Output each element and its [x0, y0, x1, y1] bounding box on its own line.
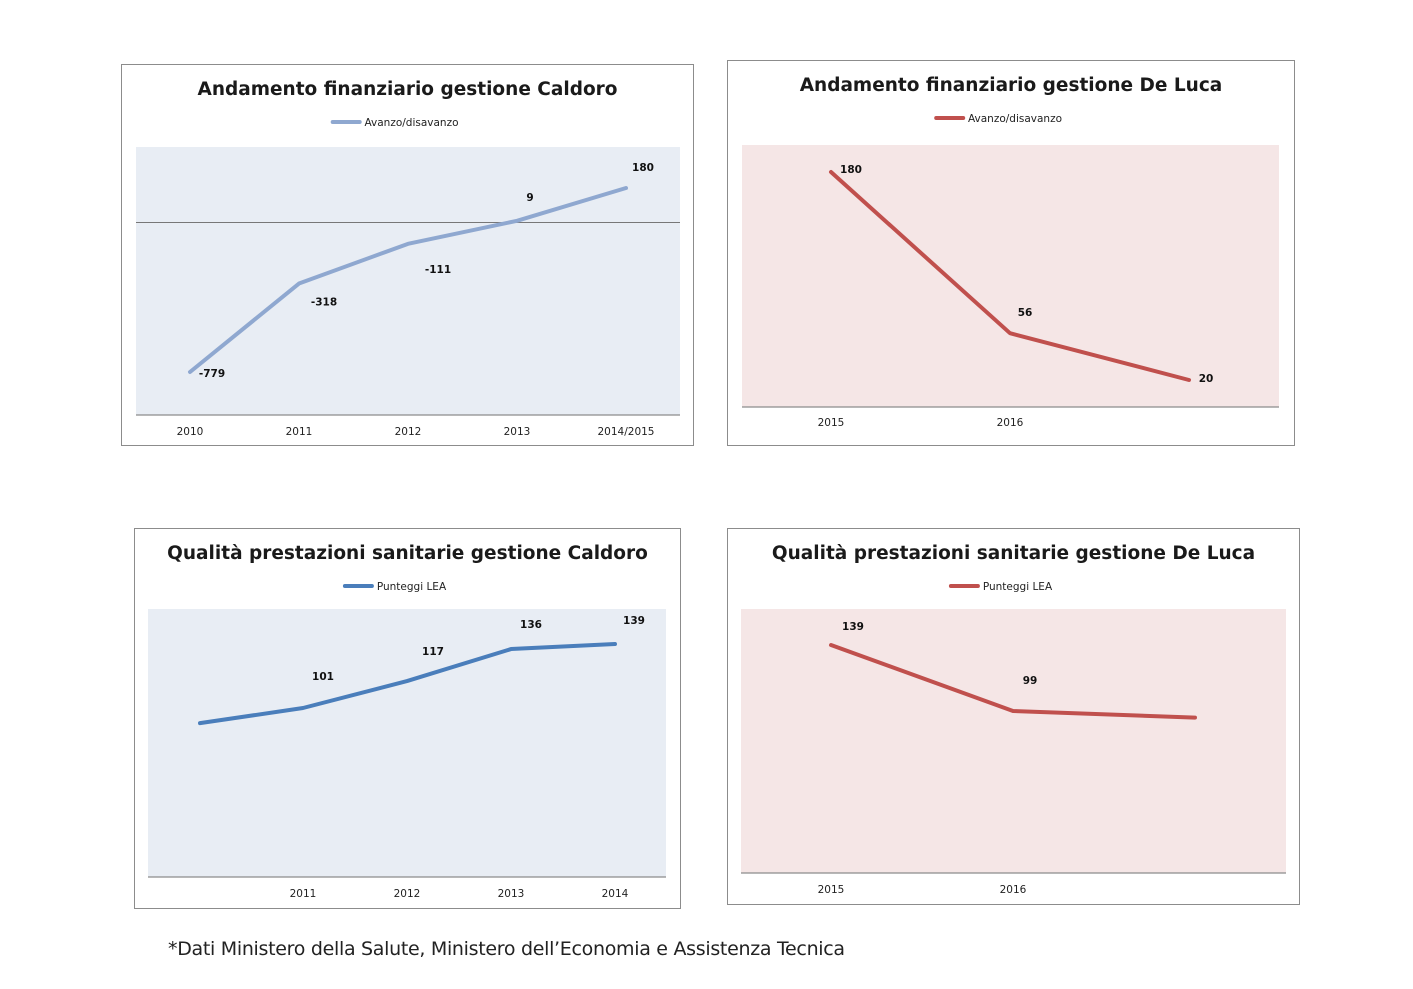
- chart-svg: Andamento finanziario gestione De Luca Av…: [742, 75, 1279, 429]
- plot-area: [741, 609, 1286, 873]
- chart-caldoro-qualita: Qualità prestazioni sanitarie gestione C…: [134, 528, 681, 909]
- x-tick-label: 2010: [177, 426, 204, 438]
- chart-svg: Qualità prestazioni sanitarie gestione C…: [148, 543, 666, 900]
- data-label: 99: [1023, 675, 1038, 687]
- plot-area: [136, 147, 680, 415]
- plot-area: [148, 609, 666, 877]
- chart-title: Qualità prestazioni sanitarie gestione C…: [167, 543, 648, 564]
- x-tick-label: 2014/2015: [598, 426, 655, 438]
- x-tick-label: 2015: [818, 884, 845, 896]
- data-label: -318: [311, 297, 337, 309]
- x-tick-label: 2011: [290, 888, 317, 900]
- data-label: 20: [1199, 373, 1214, 385]
- data-label: 136: [520, 619, 542, 631]
- data-label: 56: [1018, 307, 1033, 319]
- x-tick-label: 2013: [498, 888, 525, 900]
- x-tick-label: 2012: [394, 888, 421, 900]
- data-label: 139: [842, 621, 864, 633]
- chart-svg: Qualità prestazioni sanitarie gestione D…: [741, 543, 1286, 896]
- legend-label: Avanzo/disavanzo: [968, 113, 1062, 125]
- chart-caldoro-finanziario: Andamento finanziario gestione Caldoro Av…: [121, 64, 694, 446]
- x-tick-label: 2016: [997, 417, 1024, 429]
- data-label: -111: [425, 264, 451, 276]
- data-label: 180: [632, 162, 654, 174]
- legend-label: Avanzo/disavanzo: [364, 117, 458, 129]
- data-label: 180: [840, 164, 862, 176]
- chart-title: Qualità prestazioni sanitarie gestione D…: [772, 543, 1255, 564]
- x-tick-label: 2016: [1000, 884, 1027, 896]
- plot-area: [742, 145, 1279, 407]
- x-tick-label: 2014: [602, 888, 629, 900]
- chart-svg: Andamento finanziario gestione Caldoro Av…: [136, 79, 680, 438]
- data-label: 9: [526, 192, 533, 204]
- x-tick-label: 2015: [818, 417, 845, 429]
- chart-title: Andamento finanziario gestione Caldoro: [198, 79, 618, 100]
- legend: Avanzo/disavanzo: [934, 113, 1062, 125]
- legend: Avanzo/disavanzo: [330, 117, 459, 129]
- legend: Punteggi LEA: [342, 581, 447, 593]
- data-label: 117: [422, 646, 444, 658]
- source-footnote: *Dati Ministero della Salute, Ministero …: [168, 938, 845, 960]
- data-label: -779: [199, 368, 225, 380]
- legend-label: Punteggi LEA: [983, 581, 1053, 593]
- chart-title: Andamento finanziario gestione De Luca: [800, 75, 1223, 96]
- x-tick-label: 2012: [395, 426, 422, 438]
- data-label: 139: [623, 615, 645, 627]
- x-tick-label: 2013: [504, 426, 531, 438]
- chart-deluca-finanziario: Andamento finanziario gestione De Luca Av…: [727, 60, 1295, 446]
- chart-deluca-qualita: Qualità prestazioni sanitarie gestione D…: [727, 528, 1300, 905]
- x-tick-label: 2011: [286, 426, 313, 438]
- legend-label: Punteggi LEA: [377, 581, 447, 593]
- data-label: 101: [312, 671, 334, 683]
- legend: Punteggi LEA: [948, 581, 1053, 593]
